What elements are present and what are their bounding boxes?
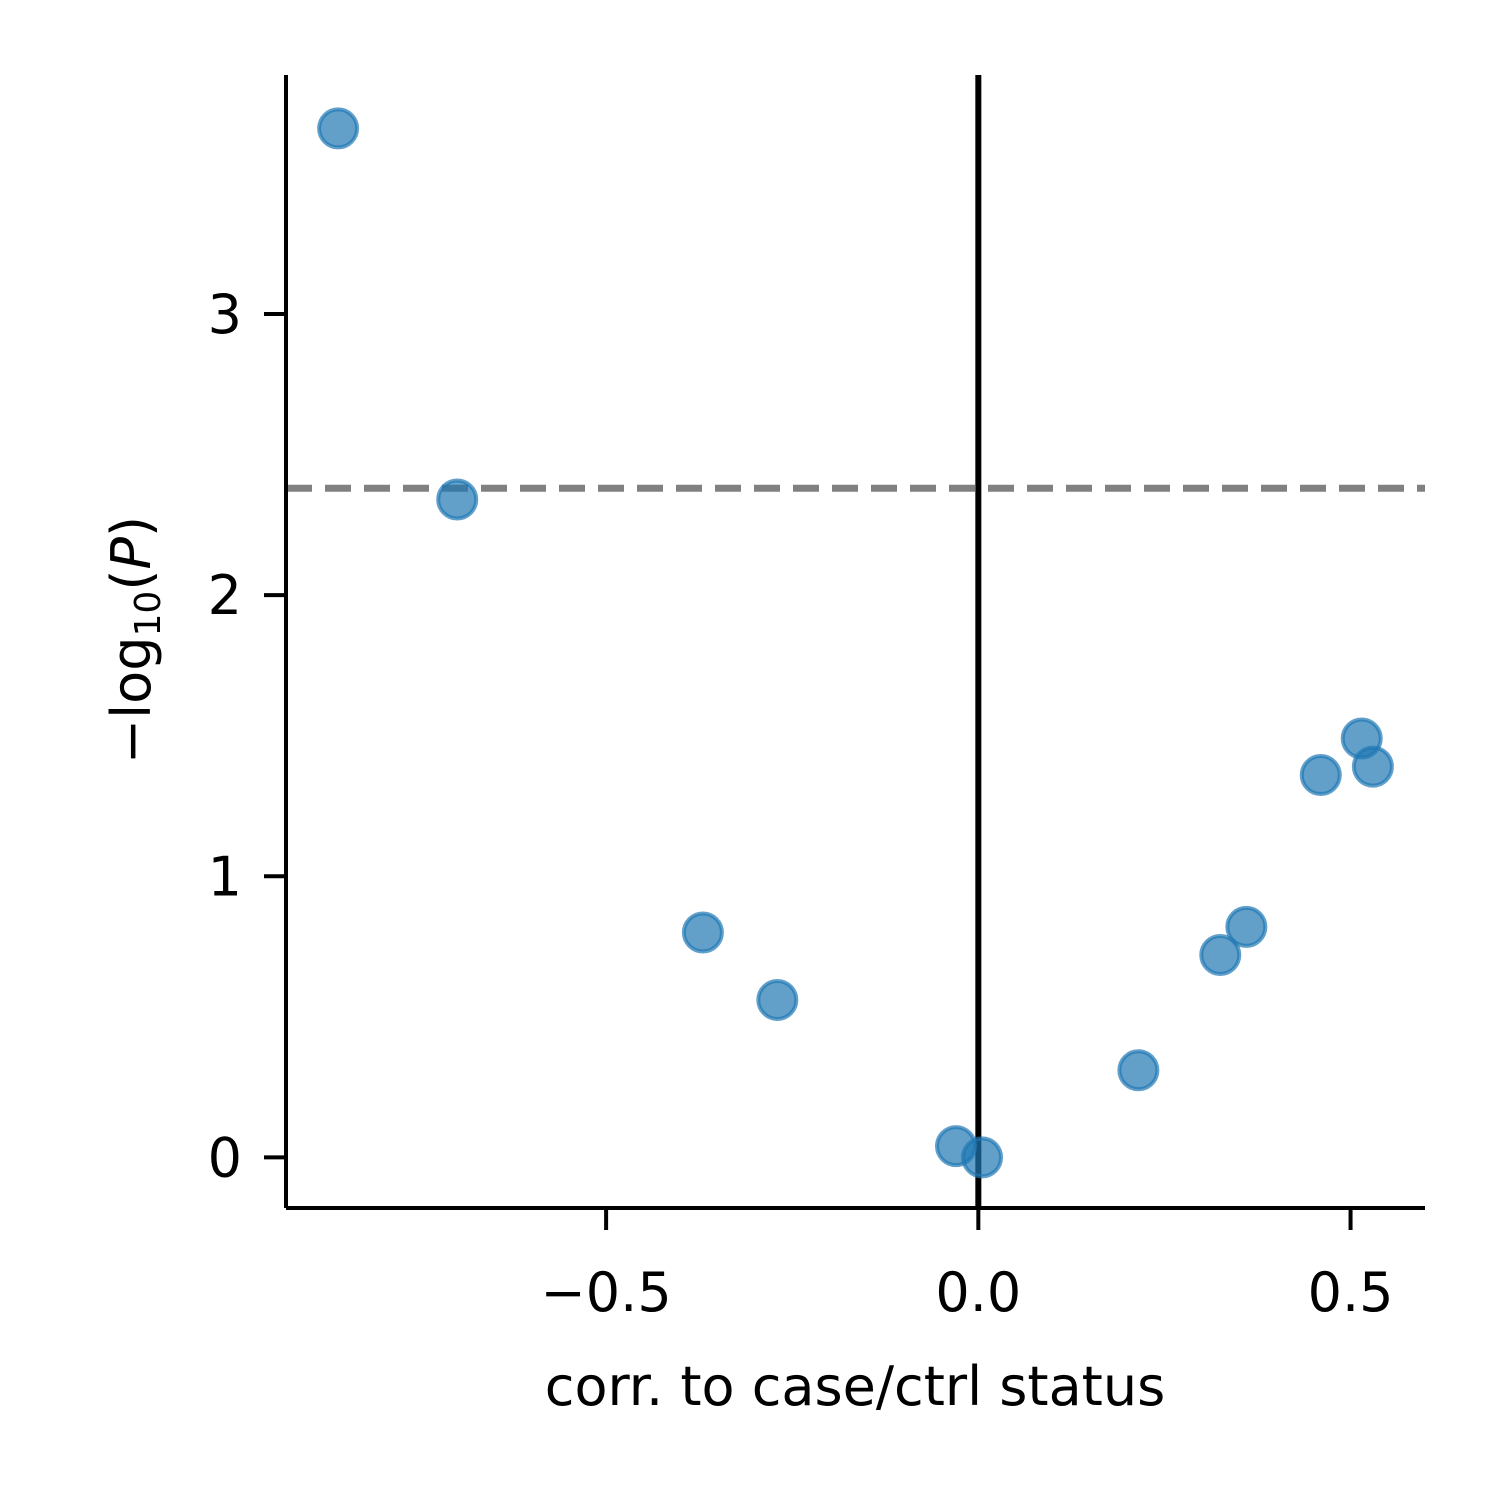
y-axis-label-subscript: 10 <box>128 591 169 637</box>
y-tick-label: 2 <box>208 564 242 627</box>
data-point <box>756 978 799 1021</box>
y-axis-label: −log10(P) <box>100 516 169 764</box>
data-point <box>1199 933 1242 976</box>
data-point <box>1225 905 1268 948</box>
y-axis-label-open: ( <box>100 570 163 591</box>
data-point <box>1299 754 1342 797</box>
x-tick-label: 0.0 <box>935 1261 1021 1324</box>
y-tick-label: 1 <box>208 845 242 908</box>
y-tick-label: 0 <box>208 1126 242 1189</box>
axes: 0 1 2 3 −0.5 0.0 0.5 <box>208 75 1425 1324</box>
y-axis-label-prefix: −log <box>100 636 163 764</box>
plot-area <box>286 75 1425 1208</box>
x-tick-label: 0.5 <box>1308 1261 1394 1324</box>
data-point <box>1351 745 1394 788</box>
data-point <box>1117 1049 1160 1092</box>
x-tick-label: −0.5 <box>541 1261 672 1324</box>
data-point <box>681 911 724 954</box>
data-point <box>961 1136 1004 1179</box>
y-tick-label: 3 <box>208 283 242 346</box>
y-axis-label-var: P <box>100 537 163 570</box>
y-axis-label-close: ) <box>100 516 163 537</box>
x-axis-label: corr. to case/ctrl status <box>545 1355 1165 1418</box>
data-point <box>436 478 479 521</box>
data-point <box>317 107 360 150</box>
